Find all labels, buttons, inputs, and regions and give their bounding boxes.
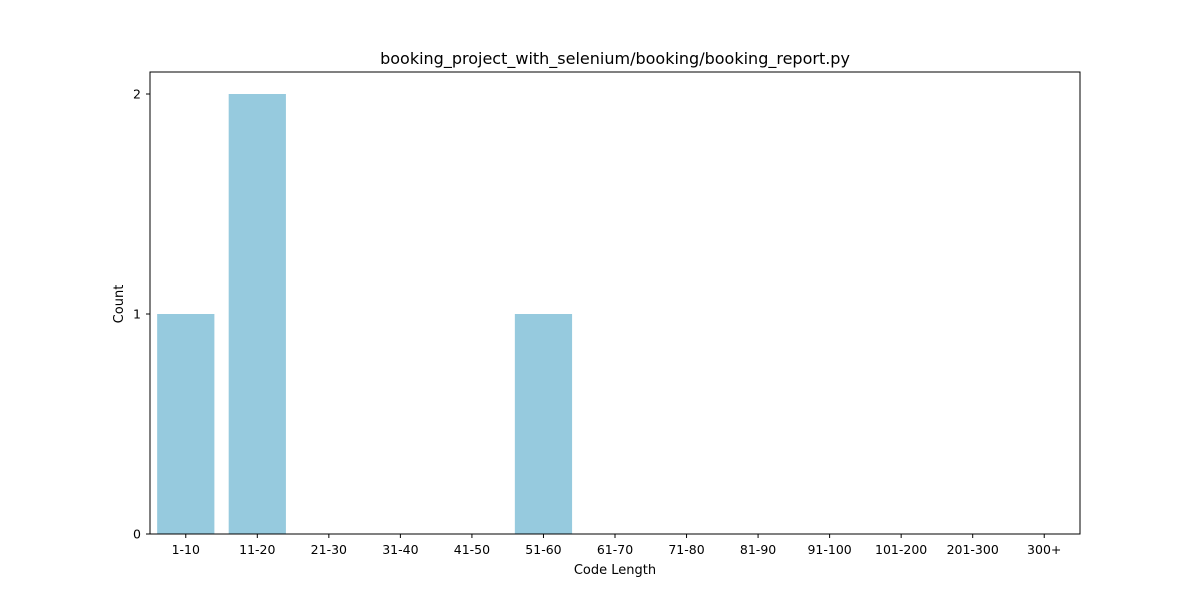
x-tick-label: 31-40 <box>382 542 418 557</box>
x-tick-label: 41-50 <box>454 542 490 557</box>
y-tick-label: 1 <box>133 307 141 322</box>
x-tick-label: 201-300 <box>947 542 999 557</box>
plot-area-frame <box>149 71 1081 535</box>
x-tick-label: 51-60 <box>525 542 561 557</box>
x-tick-label: 61-70 <box>597 542 633 557</box>
bar-11-20 <box>228 94 286 534</box>
x-axis-label: Code Length <box>574 563 656 578</box>
x-tick-label: 81-90 <box>740 542 776 557</box>
y-tick-label: 2 <box>133 87 141 102</box>
x-tick-label: 11-20 <box>239 542 275 557</box>
x-axis-ticks: 1-10 11-20 21-30 31-40 41-50 51-60 61-70 71-80 8… <box>172 534 1061 557</box>
chart-title: booking_project_with_selenium/booking/bo… <box>380 49 850 69</box>
x-tick-label: 101-200 <box>875 542 927 557</box>
x-tick-label: 1-10 <box>172 542 200 557</box>
x-tick-label: 300+ <box>1027 542 1061 557</box>
x-tick-label: 91-100 <box>807 542 851 557</box>
bars-layer <box>157 94 573 534</box>
bar-1-10 <box>157 314 215 534</box>
x-tick-label: 21-30 <box>311 542 347 557</box>
y-tick-label: 0 <box>133 527 141 542</box>
y-axis-label: Count <box>112 285 127 324</box>
x-tick-label: 71-80 <box>668 542 704 557</box>
bar-51-60 <box>514 314 573 534</box>
y-axis-ticks: 0 1 2 <box>133 87 150 542</box>
